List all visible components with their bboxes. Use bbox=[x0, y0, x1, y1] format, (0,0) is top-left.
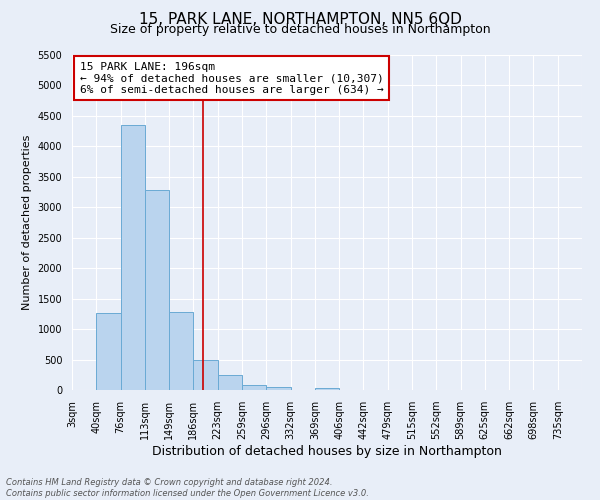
Bar bbox=[193, 360, 218, 390]
Bar bbox=[145, 190, 169, 390]
Text: 15, PARK LANE, NORTHAMPTON, NN5 6QD: 15, PARK LANE, NORTHAMPTON, NN5 6QD bbox=[139, 12, 461, 28]
Bar bbox=[315, 388, 339, 390]
Bar bbox=[218, 376, 242, 390]
Bar bbox=[96, 312, 121, 390]
Text: Size of property relative to detached houses in Northampton: Size of property relative to detached ho… bbox=[110, 22, 490, 36]
Bar bbox=[266, 387, 290, 390]
X-axis label: Distribution of detached houses by size in Northampton: Distribution of detached houses by size … bbox=[152, 445, 502, 458]
Bar bbox=[169, 312, 193, 390]
Bar bbox=[242, 384, 266, 390]
Bar bbox=[121, 125, 145, 390]
Text: 15 PARK LANE: 196sqm
← 94% of detached houses are smaller (10,307)
6% of semi-de: 15 PARK LANE: 196sqm ← 94% of detached h… bbox=[80, 62, 383, 95]
Text: Contains HM Land Registry data © Crown copyright and database right 2024.
Contai: Contains HM Land Registry data © Crown c… bbox=[6, 478, 369, 498]
Y-axis label: Number of detached properties: Number of detached properties bbox=[22, 135, 32, 310]
